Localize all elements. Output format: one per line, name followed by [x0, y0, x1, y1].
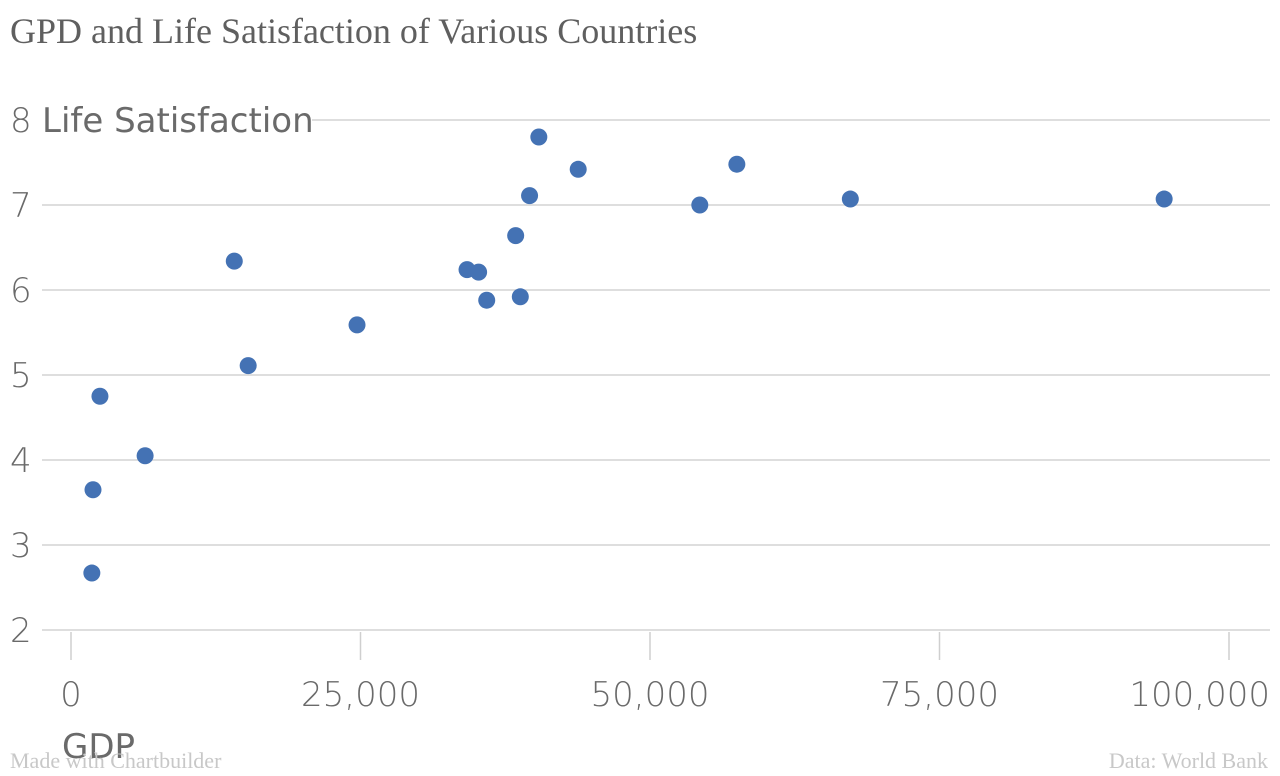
data-point [728, 155, 746, 173]
x-axis: 0 25,000 50,000 75,000 100,000 GDP [60, 632, 1270, 767]
credit-text: Made with Chartbuilder [10, 748, 222, 773]
data-point [841, 190, 859, 208]
data-point [225, 252, 243, 270]
y-tick-label: 3 [10, 526, 32, 566]
x-axis-label: GDP [62, 727, 135, 767]
source-text: Data: World Bank [1108, 748, 1268, 773]
data-point [84, 481, 102, 499]
x-tick-label: 0 [60, 675, 82, 715]
data-point [511, 288, 529, 306]
y-tick-label: 4 [10, 441, 32, 481]
data-point [239, 357, 257, 375]
y-tick-label: 8 [10, 101, 32, 141]
x-tick-label: 50,000 [591, 675, 710, 715]
y-tick-label: 5 [10, 356, 32, 396]
data-point [691, 196, 709, 214]
chart-title: GPD and Life Satisfaction of Various Cou… [10, 11, 698, 51]
data-point [478, 291, 496, 309]
data-point [91, 387, 109, 405]
x-tick-label: 75,000 [880, 675, 999, 715]
data-point [530, 128, 548, 146]
y-tick-label: 7 [10, 186, 32, 226]
y-tick-label: 6 [10, 271, 32, 311]
data-point [83, 564, 101, 582]
gridlines [42, 119, 1270, 631]
x-tick-label: 100,000 [1129, 675, 1270, 715]
data-point [507, 227, 525, 245]
data-point [521, 187, 539, 205]
data-point [136, 447, 154, 465]
data-point [348, 316, 366, 334]
data-point [1155, 190, 1173, 208]
data-points [83, 128, 1173, 582]
data-point [470, 263, 488, 281]
y-axis-label: Life Satisfaction [42, 101, 314, 141]
y-axis: 2 3 4 5 6 7 8 Life Satisfaction [10, 101, 314, 651]
data-point [569, 160, 587, 178]
y-tick-label: 2 [10, 611, 32, 651]
x-tick-label: 25,000 [301, 675, 420, 715]
